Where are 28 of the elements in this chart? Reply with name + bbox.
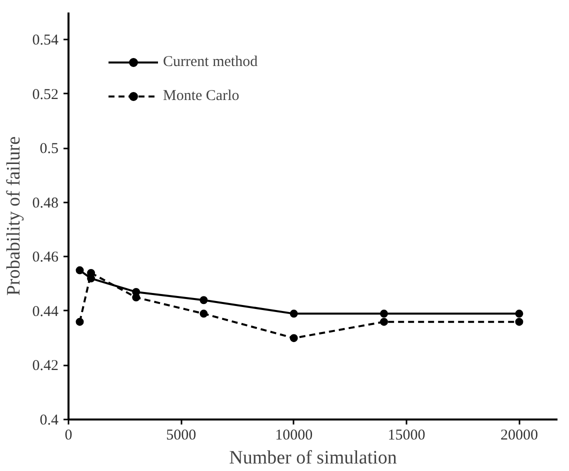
y-axis-title: Probability of failure (3, 136, 24, 296)
point (76, 266, 84, 274)
point (290, 310, 298, 318)
y-tick-label: 0.4 (40, 412, 59, 428)
point (200, 310, 208, 318)
y-tick-label: 0.44 (32, 304, 59, 320)
x-tick-label: 15000 (388, 428, 426, 444)
point (87, 268, 96, 277)
point (290, 334, 298, 342)
point (515, 318, 524, 326)
y-tick-label: 0.54 (32, 32, 59, 49)
point (380, 318, 388, 326)
point (515, 310, 524, 318)
legend-label: Monte Carlo (163, 88, 240, 104)
legend-label: Current method (163, 54, 258, 70)
x-tick-label: 5000 (166, 428, 196, 444)
x-tick-label: 20000 (500, 428, 538, 444)
x-tick-label: 10000 (275, 428, 313, 444)
point (200, 296, 208, 304)
y-tick-label: 0.42 (32, 358, 58, 374)
x-axis-title: Number of simulation (229, 448, 398, 468)
point (76, 318, 84, 326)
y-tick-label: 0.5 (40, 141, 58, 158)
point (380, 310, 388, 318)
y-tick-label: 0.48 (32, 195, 58, 212)
y-tick-label: 0.52 (32, 86, 58, 103)
x-tick-label: 0 (64, 428, 72, 444)
y-tick-label: 0.46 (32, 250, 59, 266)
